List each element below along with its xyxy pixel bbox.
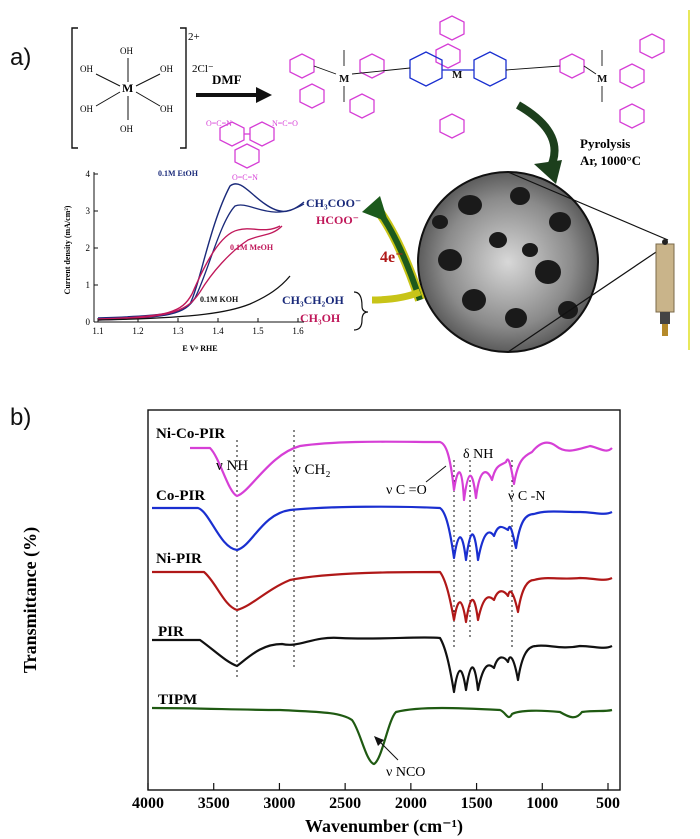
cv-ytick-label: 0 bbox=[86, 317, 91, 327]
ftir-xtick-label: 1000 bbox=[526, 795, 558, 812]
ligand-oh-ur: OH bbox=[160, 64, 173, 74]
counter-ion: 2Cl⁻ bbox=[192, 63, 214, 75]
reactant-methanol: CH₃OH bbox=[300, 311, 341, 325]
panel-divider bbox=[688, 10, 690, 350]
electrode bbox=[655, 239, 675, 336]
cv-curve-koh bbox=[97, 275, 291, 321]
complex-center: M bbox=[122, 81, 133, 95]
annotation-nu-ch2: ν CH₂ bbox=[294, 462, 331, 478]
ftir-xtick-label: 4000 bbox=[132, 795, 164, 812]
cv-label-meoh: 0.1M MeOH bbox=[230, 243, 274, 252]
series-label-co-pir: Co-PIR bbox=[156, 488, 205, 504]
annotation-nu-co: ν C =O bbox=[386, 483, 427, 498]
svg-text:N=C=O: N=C=O bbox=[272, 119, 298, 128]
cv-xtick-label: 1.3 bbox=[172, 326, 184, 336]
ligand-oh-ll: OH bbox=[80, 104, 93, 114]
ftir-series-pir bbox=[152, 636, 613, 694]
svg-text:Pyrolysis: Pyrolysis bbox=[580, 136, 630, 151]
cv-xtick-label: 1.6 bbox=[292, 326, 304, 336]
cv-curve-meoh bbox=[97, 225, 281, 320]
ligand-oh-ul: OH bbox=[80, 64, 93, 74]
product-formate: HCOO⁻ bbox=[316, 213, 359, 227]
cv-xtick-label: 1.5 bbox=[252, 326, 264, 336]
series-label-tipm: TIPM bbox=[158, 692, 197, 708]
ligand-oh-bottom: OH bbox=[120, 124, 133, 134]
svg-text:O=C=N: O=C=N bbox=[206, 119, 232, 128]
svg-text:Ar, 1000°C: Ar, 1000°C bbox=[580, 153, 641, 168]
svg-text:O=C=N: O=C=N bbox=[232, 173, 258, 182]
ftir-xlabel: Wavenumber (cm⁻¹) bbox=[305, 816, 463, 837]
cv-ytick-label: 1 bbox=[86, 280, 91, 290]
panel-a-scheme: 2+ 2Cl⁻ M OH OH OH OH OH OH O=C=N N=C=O … bbox=[71, 15, 675, 353]
pyrolysis-label: Pyrolysis Ar, 1000°C bbox=[580, 136, 641, 168]
ftir-series-ni-pir bbox=[152, 570, 613, 624]
cv-xlabel: E Vᵠ RHE bbox=[182, 344, 217, 353]
dmf-label: DMF bbox=[212, 72, 242, 87]
cv-label-koh: 0.1M KOH bbox=[200, 295, 239, 304]
annotation-delta-nh: δ NH bbox=[463, 447, 493, 462]
annotation-nu-nh: ν NH bbox=[216, 458, 248, 474]
tipm-molecule: O=C=N N=C=O O=C=N bbox=[206, 119, 298, 182]
complex-charge: 2+ bbox=[188, 31, 200, 43]
four-electron-label: 4e⁻ bbox=[380, 249, 404, 266]
svg-text:M: M bbox=[339, 73, 350, 85]
cv-inset-chart: 0 1 2 3 4 1.1 1.2 1.3 1.4 1.5 1.6 Current density… bbox=[63, 169, 305, 353]
metal-aqua-complex: 2+ 2Cl⁻ M OH OH OH OH OH OH bbox=[71, 27, 214, 149]
ftir-xtick-label: 3500 bbox=[198, 795, 230, 812]
reactant-ethanol: CH₃CH₂OH bbox=[282, 293, 345, 307]
ftir-series-tipm bbox=[151, 706, 613, 766]
cv-ytick-label: 3 bbox=[86, 206, 91, 216]
cv-ytick-label: 4 bbox=[86, 169, 91, 179]
product-acetate: CH₃COO⁻ bbox=[306, 196, 361, 210]
annotation-nu-cn: ν C -N bbox=[508, 489, 545, 504]
cv-ylabel: Current density (mA/cm²) bbox=[63, 205, 72, 294]
svg-text:M: M bbox=[452, 69, 463, 81]
series-label-pir: PIR bbox=[158, 624, 184, 640]
cv-ytick-label: 2 bbox=[86, 243, 91, 253]
cv-curve-meoh-return bbox=[97, 225, 283, 321]
ftir-xtick-label: 1500 bbox=[461, 795, 493, 812]
ftir-series-ni-co-pir bbox=[190, 440, 613, 502]
ftir-chart: 4000 3500 3000 2500 2000 1500 1000 500 Transmit… bbox=[20, 409, 621, 837]
series-label-ni-pir: Ni-PIR bbox=[156, 551, 202, 567]
panel-b-label: b) bbox=[10, 404, 32, 431]
ligand-oh-lr: OH bbox=[160, 104, 173, 114]
ligand-oh-top: OH bbox=[120, 46, 133, 56]
ftir-ylabel: Transmittance (%) bbox=[20, 527, 41, 673]
annotation-nu-nco: ν NCO bbox=[386, 765, 425, 780]
ftir-plot-frame bbox=[147, 409, 621, 791]
ftir-xtick-label: 2500 bbox=[329, 795, 361, 812]
svg-text:M: M bbox=[597, 73, 608, 85]
ftir-xtick-label: 3000 bbox=[263, 795, 295, 812]
tem-micrograph bbox=[417, 171, 669, 353]
panel-a-label: a) bbox=[10, 44, 32, 71]
cv-label-etoh: 0.1M EtOH bbox=[158, 169, 199, 178]
ftir-xtick-label: 500 bbox=[596, 795, 620, 812]
ftir-xtick-label: 2000 bbox=[395, 795, 427, 812]
pir-polymer-network: M M M bbox=[289, 15, 665, 139]
cv-xtick-label: 1.1 bbox=[92, 326, 103, 336]
series-label-ni-co-pir: Ni-Co-PIR bbox=[156, 426, 225, 442]
ftir-series-co-pir bbox=[152, 505, 613, 562]
dmf-arrow: DMF bbox=[196, 72, 272, 103]
cv-xtick-label: 1.4 bbox=[212, 326, 224, 336]
cv-xtick-label: 1.2 bbox=[132, 326, 143, 336]
